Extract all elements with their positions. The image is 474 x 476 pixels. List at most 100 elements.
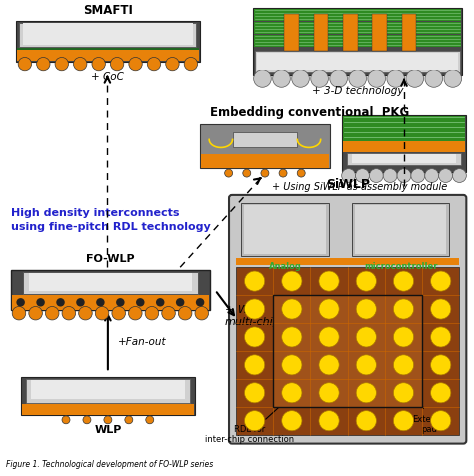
Circle shape	[56, 298, 65, 307]
Bar	[253, 9, 462, 76]
Circle shape	[282, 383, 302, 403]
Circle shape	[453, 169, 466, 183]
Text: External
pad: External pad	[410, 378, 447, 433]
Bar	[352, 203, 449, 257]
Bar	[343, 142, 465, 152]
Circle shape	[430, 411, 451, 431]
Circle shape	[393, 383, 414, 403]
Bar	[342, 115, 466, 173]
Circle shape	[195, 307, 209, 320]
Text: RDL for
inter-chip connection: RDL for inter-chip connection	[205, 382, 307, 443]
Circle shape	[311, 70, 328, 88]
Bar	[254, 36, 461, 48]
Circle shape	[319, 271, 339, 291]
Circle shape	[356, 327, 376, 347]
Bar	[343, 15, 358, 52]
Circle shape	[406, 70, 424, 88]
Circle shape	[356, 299, 376, 319]
Bar	[236, 258, 459, 266]
Circle shape	[319, 411, 339, 431]
Circle shape	[245, 411, 265, 431]
Text: Figure 1. Technological development of FO-WLP series: Figure 1. Technological development of F…	[6, 459, 213, 468]
Text: + With
multi-chips: + With multi-chips	[225, 304, 287, 326]
Text: +Fan-out: +Fan-out	[118, 337, 166, 347]
Circle shape	[145, 307, 159, 320]
Circle shape	[393, 299, 414, 319]
Circle shape	[369, 169, 383, 183]
Bar	[19, 23, 196, 49]
Circle shape	[225, 170, 233, 178]
Circle shape	[393, 327, 414, 347]
Bar	[28, 274, 192, 291]
Bar	[346, 154, 461, 166]
Circle shape	[282, 299, 302, 319]
Circle shape	[282, 411, 302, 431]
Circle shape	[393, 271, 414, 291]
Circle shape	[83, 416, 91, 424]
Circle shape	[430, 327, 451, 347]
Circle shape	[393, 411, 414, 431]
Bar	[233, 132, 297, 148]
Circle shape	[387, 70, 404, 88]
Circle shape	[166, 59, 179, 72]
Circle shape	[273, 70, 290, 88]
Circle shape	[73, 59, 87, 72]
Circle shape	[356, 169, 369, 183]
Circle shape	[368, 70, 385, 88]
Bar	[12, 295, 209, 310]
Circle shape	[92, 59, 105, 72]
Bar	[343, 117, 465, 142]
Bar	[236, 268, 459, 435]
Circle shape	[342, 169, 356, 183]
Circle shape	[430, 383, 451, 403]
Bar	[352, 155, 456, 163]
Circle shape	[196, 298, 204, 307]
Bar	[200, 124, 330, 169]
Circle shape	[330, 70, 347, 88]
Circle shape	[356, 271, 376, 291]
Circle shape	[110, 59, 124, 72]
Bar	[255, 52, 460, 72]
Text: + 3-D technology: + 3-D technology	[312, 86, 403, 96]
Bar	[23, 24, 193, 46]
Circle shape	[425, 169, 438, 183]
Circle shape	[116, 298, 125, 307]
Bar	[22, 404, 194, 415]
Circle shape	[76, 298, 85, 307]
Circle shape	[178, 307, 192, 320]
Circle shape	[245, 271, 265, 291]
Text: Analog: Analog	[269, 262, 301, 271]
Circle shape	[393, 355, 414, 375]
Circle shape	[282, 271, 302, 291]
Circle shape	[292, 70, 310, 88]
Circle shape	[397, 169, 411, 183]
Circle shape	[36, 59, 50, 72]
Circle shape	[46, 307, 59, 320]
Circle shape	[438, 169, 453, 183]
Circle shape	[245, 299, 265, 319]
Circle shape	[254, 70, 271, 88]
Circle shape	[36, 298, 45, 307]
Bar	[31, 380, 185, 399]
Circle shape	[96, 298, 105, 307]
Circle shape	[425, 70, 443, 88]
Circle shape	[297, 170, 305, 178]
Bar	[16, 21, 200, 63]
Bar	[356, 205, 447, 255]
Bar	[284, 15, 299, 52]
Text: + CoC: + CoC	[91, 72, 124, 82]
Bar	[23, 273, 198, 294]
Bar	[17, 49, 199, 51]
Circle shape	[245, 327, 265, 347]
Bar	[17, 50, 199, 62]
Circle shape	[29, 307, 42, 320]
Circle shape	[129, 59, 142, 72]
Circle shape	[62, 307, 76, 320]
Text: WLP: WLP	[94, 424, 121, 434]
Circle shape	[104, 416, 112, 424]
Circle shape	[12, 307, 26, 320]
Circle shape	[356, 411, 376, 431]
Bar	[273, 296, 422, 407]
Text: FO-WLP: FO-WLP	[86, 254, 135, 264]
Circle shape	[349, 70, 366, 88]
